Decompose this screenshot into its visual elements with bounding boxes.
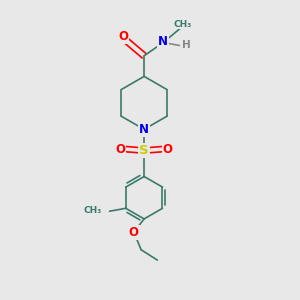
Text: O: O [163, 142, 173, 156]
Text: H: H [182, 40, 190, 50]
Text: N: N [139, 123, 149, 136]
Text: O: O [129, 226, 139, 239]
Text: CH₃: CH₃ [83, 206, 101, 215]
Text: CH₃: CH₃ [173, 20, 191, 29]
Text: O: O [116, 142, 126, 156]
Text: N: N [158, 34, 168, 48]
Text: O: O [118, 30, 128, 43]
Text: S: S [139, 144, 149, 157]
